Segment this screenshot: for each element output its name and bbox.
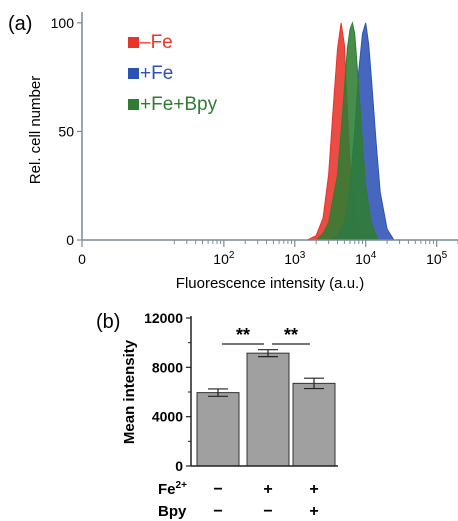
y-axis-label: Rel. cell number bbox=[27, 76, 44, 184]
condition-value-0-0: − bbox=[213, 481, 222, 498]
histogram-1 bbox=[82, 22, 458, 241]
x-tick-label-2: 103 bbox=[284, 250, 306, 267]
x-tick-label-1: 102 bbox=[213, 250, 235, 267]
axes: 0 50 100 0 102 103 104 105 bbox=[51, 12, 458, 267]
y-tick-label-b-1: 4000 bbox=[152, 409, 183, 425]
condition-value-1-2: + bbox=[309, 503, 318, 520]
legend-swatch-0 bbox=[128, 37, 139, 48]
condition-value-0-2: + bbox=[309, 481, 318, 498]
condition-row-label-1: Bpy bbox=[158, 503, 187, 520]
significance-label-1: ** bbox=[284, 325, 298, 345]
bar-1 bbox=[246, 352, 290, 467]
y-tick-label-b-0: 0 bbox=[175, 458, 183, 474]
y-tick-label-b-2: 8000 bbox=[152, 359, 183, 375]
axes-b: 0 4000 8000 12000 bbox=[144, 310, 338, 474]
y-axis-label-b: Mean intensity bbox=[121, 339, 138, 444]
y-tick-label-2: 100 bbox=[51, 15, 75, 31]
legend-label-0: –Fe bbox=[140, 32, 173, 53]
bar-chart-panel: (b) Mean intensity 0 4000 8000 12000 ** ** F… bbox=[96, 310, 338, 520]
condition-table: Fe2+ − + + Bpy − − + bbox=[158, 480, 319, 520]
condition-value-1-1: − bbox=[263, 503, 272, 520]
condition-value-0-1: + bbox=[263, 481, 272, 498]
bars bbox=[196, 349, 336, 467]
significance-markers: ** ** bbox=[222, 325, 310, 345]
histogram-curves bbox=[82, 21, 458, 241]
x-tick-label-4: 105 bbox=[426, 250, 448, 267]
y-tick-label-1: 50 bbox=[58, 123, 74, 139]
histogram-0 bbox=[82, 22, 458, 241]
condition-row-label-0: Fe2+ bbox=[158, 480, 187, 498]
bar-0 bbox=[196, 392, 240, 467]
panel-label-b: (b) bbox=[96, 311, 120, 333]
bar-2 bbox=[292, 382, 336, 467]
flow-histogram-panel: (a) Rel. cell number Fluorescence intens… bbox=[8, 12, 458, 292]
legend-label-1: +Fe bbox=[140, 63, 173, 84]
panel-label-a: (a) bbox=[8, 13, 32, 35]
y-tick-label-b-3: 12000 bbox=[144, 310, 183, 326]
histogram-2 bbox=[82, 21, 458, 241]
x-tick-label-3: 104 bbox=[355, 250, 377, 267]
legend-swatch-2 bbox=[128, 99, 139, 110]
x-axis-label: Fluorescence intensity (a.u.) bbox=[176, 275, 364, 292]
y-tick-label-0: 0 bbox=[66, 232, 74, 248]
legend: –Fe +Fe +Fe+Bpy bbox=[128, 32, 218, 115]
condition-value-1-0: − bbox=[213, 503, 222, 520]
legend-swatch-1 bbox=[128, 68, 139, 79]
x-tick-label-0: 0 bbox=[78, 251, 86, 267]
legend-label-2: +Fe+Bpy bbox=[140, 94, 218, 115]
significance-label-0: ** bbox=[236, 325, 250, 345]
